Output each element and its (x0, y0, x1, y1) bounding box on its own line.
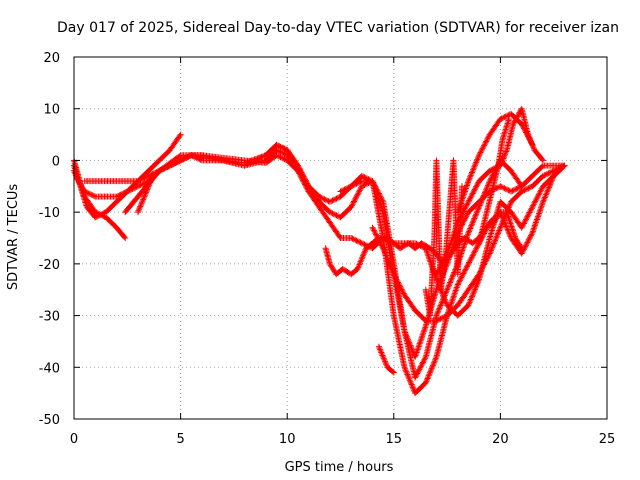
y-tick-label: -30 (39, 310, 60, 325)
x-tick-label: 25 (599, 432, 616, 447)
x-tick-label: 20 (492, 432, 509, 447)
series-s14 (476, 116, 512, 247)
data-point-s14 (476, 116, 512, 247)
axis-ticks: 0 5 10 15 20 25 -50 -40 -30 -20 -10 0 10 20 (39, 51, 616, 447)
x-tick-label: 5 (176, 432, 184, 447)
data-point-s6 (122, 147, 568, 319)
data-point-s12 (375, 343, 397, 376)
plot-frame (73, 56, 608, 420)
y-tick-label: -50 (39, 413, 60, 428)
y-tick-label: 10 (43, 103, 60, 118)
x-tick-label: 15 (386, 432, 403, 447)
data-point-s13 (422, 157, 465, 319)
series-s12 (375, 343, 397, 376)
x-tick-label: 10 (279, 432, 296, 447)
series-s5 (135, 141, 568, 381)
x-axis-label: GPS time / hours (285, 460, 394, 475)
series-s13 (422, 157, 465, 319)
chart-title: Day 017 of 2025, Sidereal Day-to-day VTE… (57, 20, 619, 36)
series-s9 (369, 162, 568, 324)
series-s6 (122, 147, 568, 319)
data-points (71, 105, 568, 397)
x-tick-label: 0 (70, 432, 78, 447)
data-point-s5 (135, 141, 568, 381)
y-tick-label: 0 (52, 154, 60, 169)
y-axis-label: SDTVAR / TECUs (6, 184, 21, 291)
y-tick-label: -40 (39, 361, 60, 376)
data-point-s9 (369, 162, 568, 324)
y-tick-label: -10 (39, 206, 60, 221)
y-tick-label: 20 (43, 51, 60, 66)
y-tick-label: -20 (39, 258, 60, 273)
